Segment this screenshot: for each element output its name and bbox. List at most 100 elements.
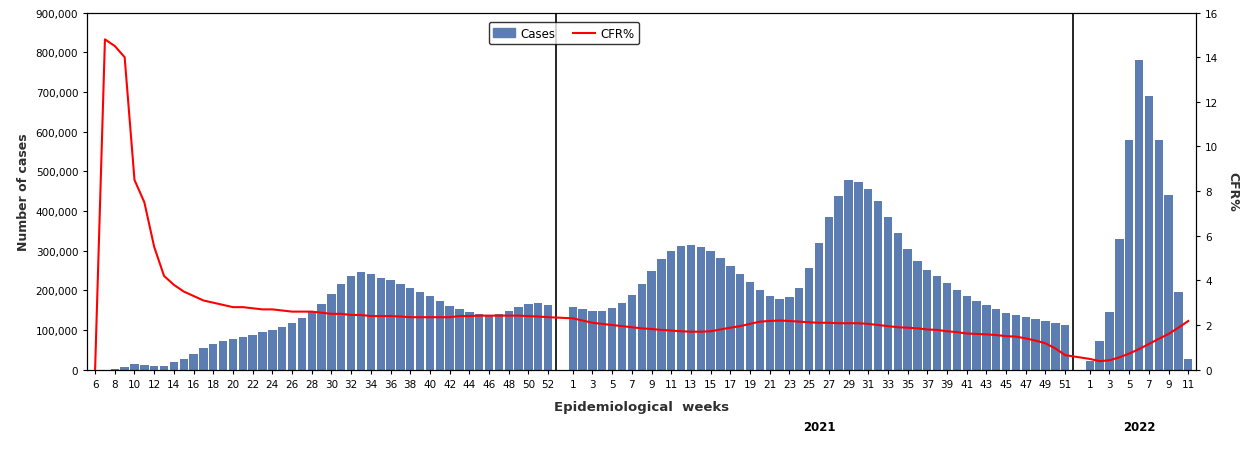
Bar: [189, 354, 198, 370]
Bar: [535, 304, 542, 370]
Bar: [657, 260, 665, 370]
Bar: [545, 306, 552, 370]
Bar: [883, 217, 892, 370]
Bar: [455, 310, 464, 370]
Text: 2021: 2021: [802, 420, 835, 433]
Bar: [179, 359, 188, 370]
Bar: [406, 289, 415, 370]
Y-axis label: CFR%: CFR%: [1226, 172, 1240, 212]
Bar: [706, 252, 715, 370]
Bar: [1184, 359, 1192, 370]
Bar: [268, 330, 277, 370]
Bar: [893, 233, 902, 370]
Bar: [863, 190, 872, 370]
Bar: [1145, 97, 1153, 370]
Bar: [386, 281, 395, 370]
Bar: [278, 327, 287, 370]
Bar: [845, 180, 852, 370]
Bar: [1052, 323, 1059, 370]
Bar: [1042, 322, 1049, 370]
Bar: [338, 285, 345, 370]
Bar: [1002, 313, 1011, 370]
Bar: [1095, 341, 1104, 370]
Bar: [199, 348, 208, 370]
Bar: [505, 311, 513, 370]
Y-axis label: Number of cases: Number of cases: [17, 133, 30, 250]
Bar: [992, 310, 1001, 370]
Bar: [248, 335, 257, 370]
Bar: [1135, 61, 1144, 370]
Bar: [356, 273, 365, 370]
Bar: [1062, 326, 1069, 370]
Bar: [1105, 313, 1114, 370]
Bar: [328, 295, 335, 370]
Bar: [525, 304, 532, 370]
Bar: [436, 302, 444, 370]
Bar: [288, 323, 297, 370]
Bar: [825, 217, 834, 370]
Bar: [755, 290, 764, 370]
Bar: [1085, 361, 1094, 370]
Bar: [475, 314, 483, 370]
Bar: [1022, 318, 1030, 370]
Bar: [1174, 293, 1182, 370]
Bar: [239, 337, 247, 370]
Legend: Cases, CFR%: Cases, CFR%: [488, 23, 639, 46]
Bar: [598, 311, 607, 370]
Bar: [736, 274, 744, 370]
Bar: [209, 344, 218, 370]
Bar: [131, 364, 138, 370]
Bar: [765, 297, 774, 370]
Bar: [873, 202, 882, 370]
Bar: [258, 332, 267, 370]
Bar: [1032, 319, 1040, 370]
Bar: [219, 341, 227, 370]
Bar: [111, 369, 118, 370]
Bar: [229, 339, 237, 370]
Bar: [785, 298, 794, 370]
Bar: [913, 261, 922, 370]
Bar: [376, 278, 385, 370]
Bar: [805, 269, 814, 370]
Bar: [923, 270, 932, 370]
Text: 2022: 2022: [1123, 420, 1155, 433]
Bar: [726, 266, 734, 370]
Bar: [159, 366, 168, 370]
Bar: [366, 275, 375, 370]
X-axis label: Epidemiological  weeks: Epidemiological weeks: [554, 400, 729, 413]
Bar: [903, 249, 912, 370]
Bar: [1115, 239, 1124, 370]
Bar: [298, 318, 307, 370]
Bar: [746, 282, 754, 370]
Bar: [1012, 315, 1020, 370]
Bar: [972, 302, 981, 370]
Bar: [953, 290, 961, 370]
Bar: [933, 277, 941, 370]
Bar: [495, 314, 503, 370]
Bar: [446, 307, 454, 370]
Bar: [169, 363, 178, 370]
Bar: [962, 297, 971, 370]
Bar: [716, 258, 725, 370]
Bar: [982, 306, 991, 370]
Bar: [578, 310, 587, 370]
Bar: [677, 246, 685, 370]
Bar: [515, 307, 523, 370]
Bar: [318, 304, 325, 370]
Bar: [687, 245, 695, 370]
Bar: [426, 297, 434, 370]
Bar: [943, 284, 951, 370]
Bar: [416, 293, 425, 370]
Bar: [795, 289, 804, 370]
Bar: [308, 313, 316, 370]
Bar: [815, 243, 824, 370]
Bar: [628, 295, 635, 370]
Bar: [1155, 140, 1163, 370]
Bar: [396, 285, 405, 370]
Bar: [855, 183, 862, 370]
Bar: [121, 368, 128, 370]
Bar: [835, 197, 842, 370]
Bar: [648, 272, 655, 370]
Bar: [465, 313, 473, 370]
Bar: [485, 315, 493, 370]
